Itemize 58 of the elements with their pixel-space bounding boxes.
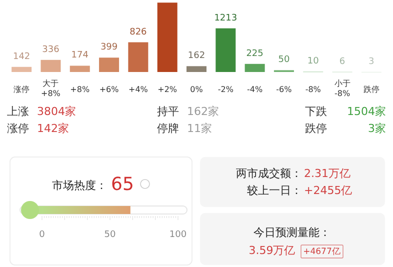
x-tick-label: 跌停 bbox=[363, 85, 380, 94]
text: 较上一日： bbox=[247, 184, 302, 197]
text: 今日预测量能： bbox=[254, 226, 330, 239]
data-label: 826 bbox=[130, 27, 148, 38]
text: 3.59万亿 bbox=[248, 244, 296, 257]
data-label: 162 bbox=[188, 51, 206, 62]
text: 142家 bbox=[37, 122, 69, 135]
bar bbox=[186, 66, 206, 72]
x-tick-label: 涨停 bbox=[14, 85, 30, 94]
text: 持平 bbox=[157, 105, 179, 118]
x-tick-label: -8% bbox=[305, 85, 322, 94]
text: 涨停 bbox=[7, 122, 29, 135]
data-label: 3 bbox=[368, 56, 374, 67]
text: 162家 bbox=[187, 105, 219, 118]
text: 11家 bbox=[187, 122, 212, 135]
bar bbox=[157, 2, 178, 72]
text: 3804家 bbox=[37, 105, 76, 118]
data-label: 336 bbox=[42, 44, 60, 55]
bar bbox=[70, 66, 90, 72]
data-label: 6 bbox=[339, 56, 346, 67]
text: +2455亿 bbox=[304, 184, 352, 197]
data-label: 50 bbox=[278, 55, 290, 66]
x-tick-label: -4% bbox=[247, 85, 263, 94]
text: 1504家 bbox=[347, 105, 386, 118]
text: 上涨 bbox=[7, 105, 29, 118]
text: 100 bbox=[169, 230, 187, 240]
text: 3家 bbox=[368, 122, 386, 135]
text: 50 bbox=[104, 230, 116, 240]
x-tick-label: +6% bbox=[99, 85, 120, 94]
x-tick-label: -2% bbox=[218, 85, 234, 94]
x-tick-label: 0% bbox=[190, 85, 204, 94]
x-tick-label: -6% bbox=[276, 85, 292, 94]
data-label: 174 bbox=[71, 50, 89, 61]
x-tick-label: +2% bbox=[158, 85, 178, 94]
text: 两市成交额： bbox=[236, 167, 302, 180]
bar bbox=[244, 64, 265, 72]
x-tick-label: 小于 -8% bbox=[334, 79, 350, 98]
text: 跌停 bbox=[305, 122, 327, 135]
text: 市场热度： bbox=[52, 179, 107, 192]
data-label: 399 bbox=[100, 42, 118, 53]
text: 0 bbox=[39, 230, 46, 240]
data-label: 142 bbox=[12, 52, 30, 62]
text: 2.31万亿 bbox=[304, 167, 350, 180]
text: +4677亿 bbox=[303, 246, 341, 257]
bar bbox=[99, 58, 120, 72]
text: 下跌 bbox=[305, 105, 327, 118]
bar bbox=[12, 66, 32, 72]
data-label: 10 bbox=[307, 56, 320, 67]
x-tick-label: 大于 +8% bbox=[41, 79, 61, 98]
x-tick-label: +4% bbox=[128, 85, 148, 94]
data-label: 1213 bbox=[214, 13, 238, 24]
bar bbox=[128, 42, 148, 72]
bar bbox=[40, 60, 61, 72]
data-label: 65 bbox=[111, 174, 134, 195]
data-label: 225 bbox=[246, 48, 264, 59]
bar bbox=[216, 28, 236, 72]
text: 停牌 bbox=[157, 122, 179, 135]
x-tick-label: +8% bbox=[70, 85, 90, 94]
